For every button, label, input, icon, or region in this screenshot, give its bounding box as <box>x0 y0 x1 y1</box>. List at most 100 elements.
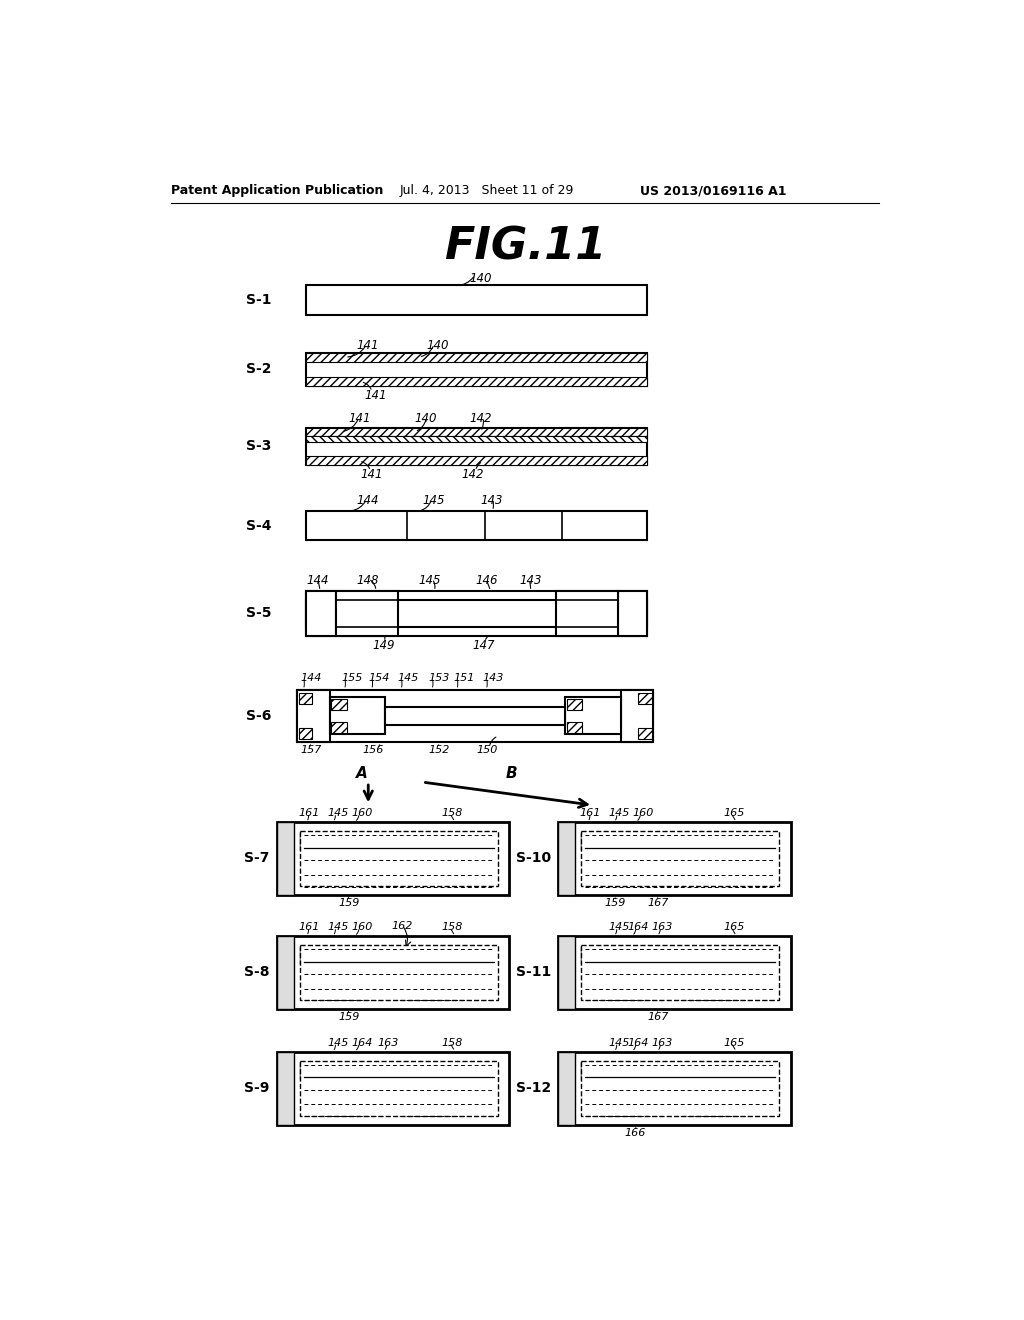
Text: 162: 162 <box>391 921 413 931</box>
Text: 166: 166 <box>624 1127 645 1138</box>
Text: Jul. 4, 2013   Sheet 11 of 29: Jul. 4, 2013 Sheet 11 of 29 <box>399 185 573 197</box>
Text: US 2013/0169116 A1: US 2013/0169116 A1 <box>640 185 786 197</box>
Text: S-1: S-1 <box>246 293 271 308</box>
Bar <box>566 722 583 733</box>
Text: 159: 159 <box>604 899 626 908</box>
Text: B: B <box>506 766 517 780</box>
Bar <box>299 693 312 704</box>
Text: 149: 149 <box>372 639 394 652</box>
Bar <box>336 591 397 636</box>
Text: S-3: S-3 <box>246 440 271 453</box>
Text: 147: 147 <box>473 639 496 652</box>
Text: S-5: S-5 <box>246 606 271 620</box>
Text: 145: 145 <box>608 923 630 932</box>
Bar <box>566 700 583 710</box>
Bar <box>300 945 498 1001</box>
Bar <box>582 1063 598 1080</box>
Text: 158: 158 <box>442 923 463 932</box>
Text: 142: 142 <box>461 469 483 480</box>
Bar <box>331 700 346 710</box>
Text: 143: 143 <box>519 574 542 587</box>
Text: 160: 160 <box>633 808 654 818</box>
Bar <box>558 936 791 1010</box>
Text: 144: 144 <box>356 494 379 507</box>
Bar <box>582 1061 779 1115</box>
Text: Patent Application Publication: Patent Application Publication <box>171 185 383 197</box>
Text: 159: 159 <box>339 899 360 908</box>
Text: FIG.11: FIG.11 <box>443 226 606 268</box>
Bar <box>276 822 294 895</box>
Text: 144: 144 <box>306 574 329 587</box>
Bar <box>300 946 317 964</box>
Bar <box>558 822 575 895</box>
Text: 141: 141 <box>365 388 387 401</box>
Bar <box>558 822 791 895</box>
Text: S-8: S-8 <box>245 965 270 979</box>
Bar <box>276 936 294 1010</box>
Bar <box>385 706 565 725</box>
Bar <box>276 1052 294 1125</box>
Bar <box>306 591 336 636</box>
Text: 145: 145 <box>328 1038 348 1048</box>
Bar <box>306 428 647 437</box>
Bar <box>638 693 652 704</box>
Bar <box>306 378 647 385</box>
Text: 158: 158 <box>442 1038 463 1048</box>
Bar <box>306 511 647 540</box>
Text: 141: 141 <box>356 339 379 352</box>
Text: 163: 163 <box>651 1038 673 1048</box>
Text: 152: 152 <box>429 744 451 755</box>
Bar <box>621 689 653 742</box>
Text: 145: 145 <box>397 673 419 682</box>
Bar <box>558 1052 791 1125</box>
Bar <box>299 729 312 739</box>
Text: 167: 167 <box>647 899 669 908</box>
Text: 164: 164 <box>628 923 649 932</box>
Text: 141: 141 <box>349 412 372 425</box>
Bar <box>306 601 647 627</box>
Text: 164: 164 <box>351 1038 373 1048</box>
Bar <box>297 689 653 742</box>
Text: 145: 145 <box>328 808 348 818</box>
Bar <box>582 946 598 964</box>
Text: 167: 167 <box>647 1012 669 1022</box>
Bar <box>331 722 346 733</box>
Bar <box>300 832 498 886</box>
Text: 165: 165 <box>723 1038 744 1048</box>
Text: S-12: S-12 <box>516 1081 551 1094</box>
Bar <box>638 729 652 739</box>
Bar <box>582 833 598 850</box>
Text: S-9: S-9 <box>245 1081 270 1094</box>
Text: 145: 145 <box>608 808 630 818</box>
Text: 161: 161 <box>299 808 319 818</box>
Text: 163: 163 <box>378 1038 399 1048</box>
Bar <box>565 697 621 734</box>
Bar <box>582 832 779 886</box>
Bar <box>276 936 509 1010</box>
Bar <box>300 1061 498 1115</box>
Text: 145: 145 <box>328 923 348 932</box>
Bar <box>306 354 647 385</box>
Text: A: A <box>356 766 368 780</box>
Bar <box>306 437 647 442</box>
Text: 151: 151 <box>454 673 475 682</box>
Text: 146: 146 <box>475 574 498 587</box>
Text: 140: 140 <box>426 339 449 352</box>
Text: 160: 160 <box>351 923 373 932</box>
Text: 144: 144 <box>300 673 322 682</box>
Text: 158: 158 <box>442 808 463 818</box>
Text: 145: 145 <box>419 574 441 587</box>
Text: 156: 156 <box>362 744 383 755</box>
Text: 140: 140 <box>469 272 492 285</box>
Text: 143: 143 <box>483 673 505 682</box>
Bar <box>276 1052 509 1125</box>
Bar <box>306 457 647 465</box>
Text: 141: 141 <box>360 469 383 480</box>
Bar <box>330 697 385 734</box>
Text: 163: 163 <box>651 923 673 932</box>
Text: 145: 145 <box>423 494 445 507</box>
Text: 143: 143 <box>480 494 503 507</box>
Text: 161: 161 <box>580 808 601 818</box>
Text: 165: 165 <box>723 808 744 818</box>
Text: 145: 145 <box>608 1038 630 1048</box>
